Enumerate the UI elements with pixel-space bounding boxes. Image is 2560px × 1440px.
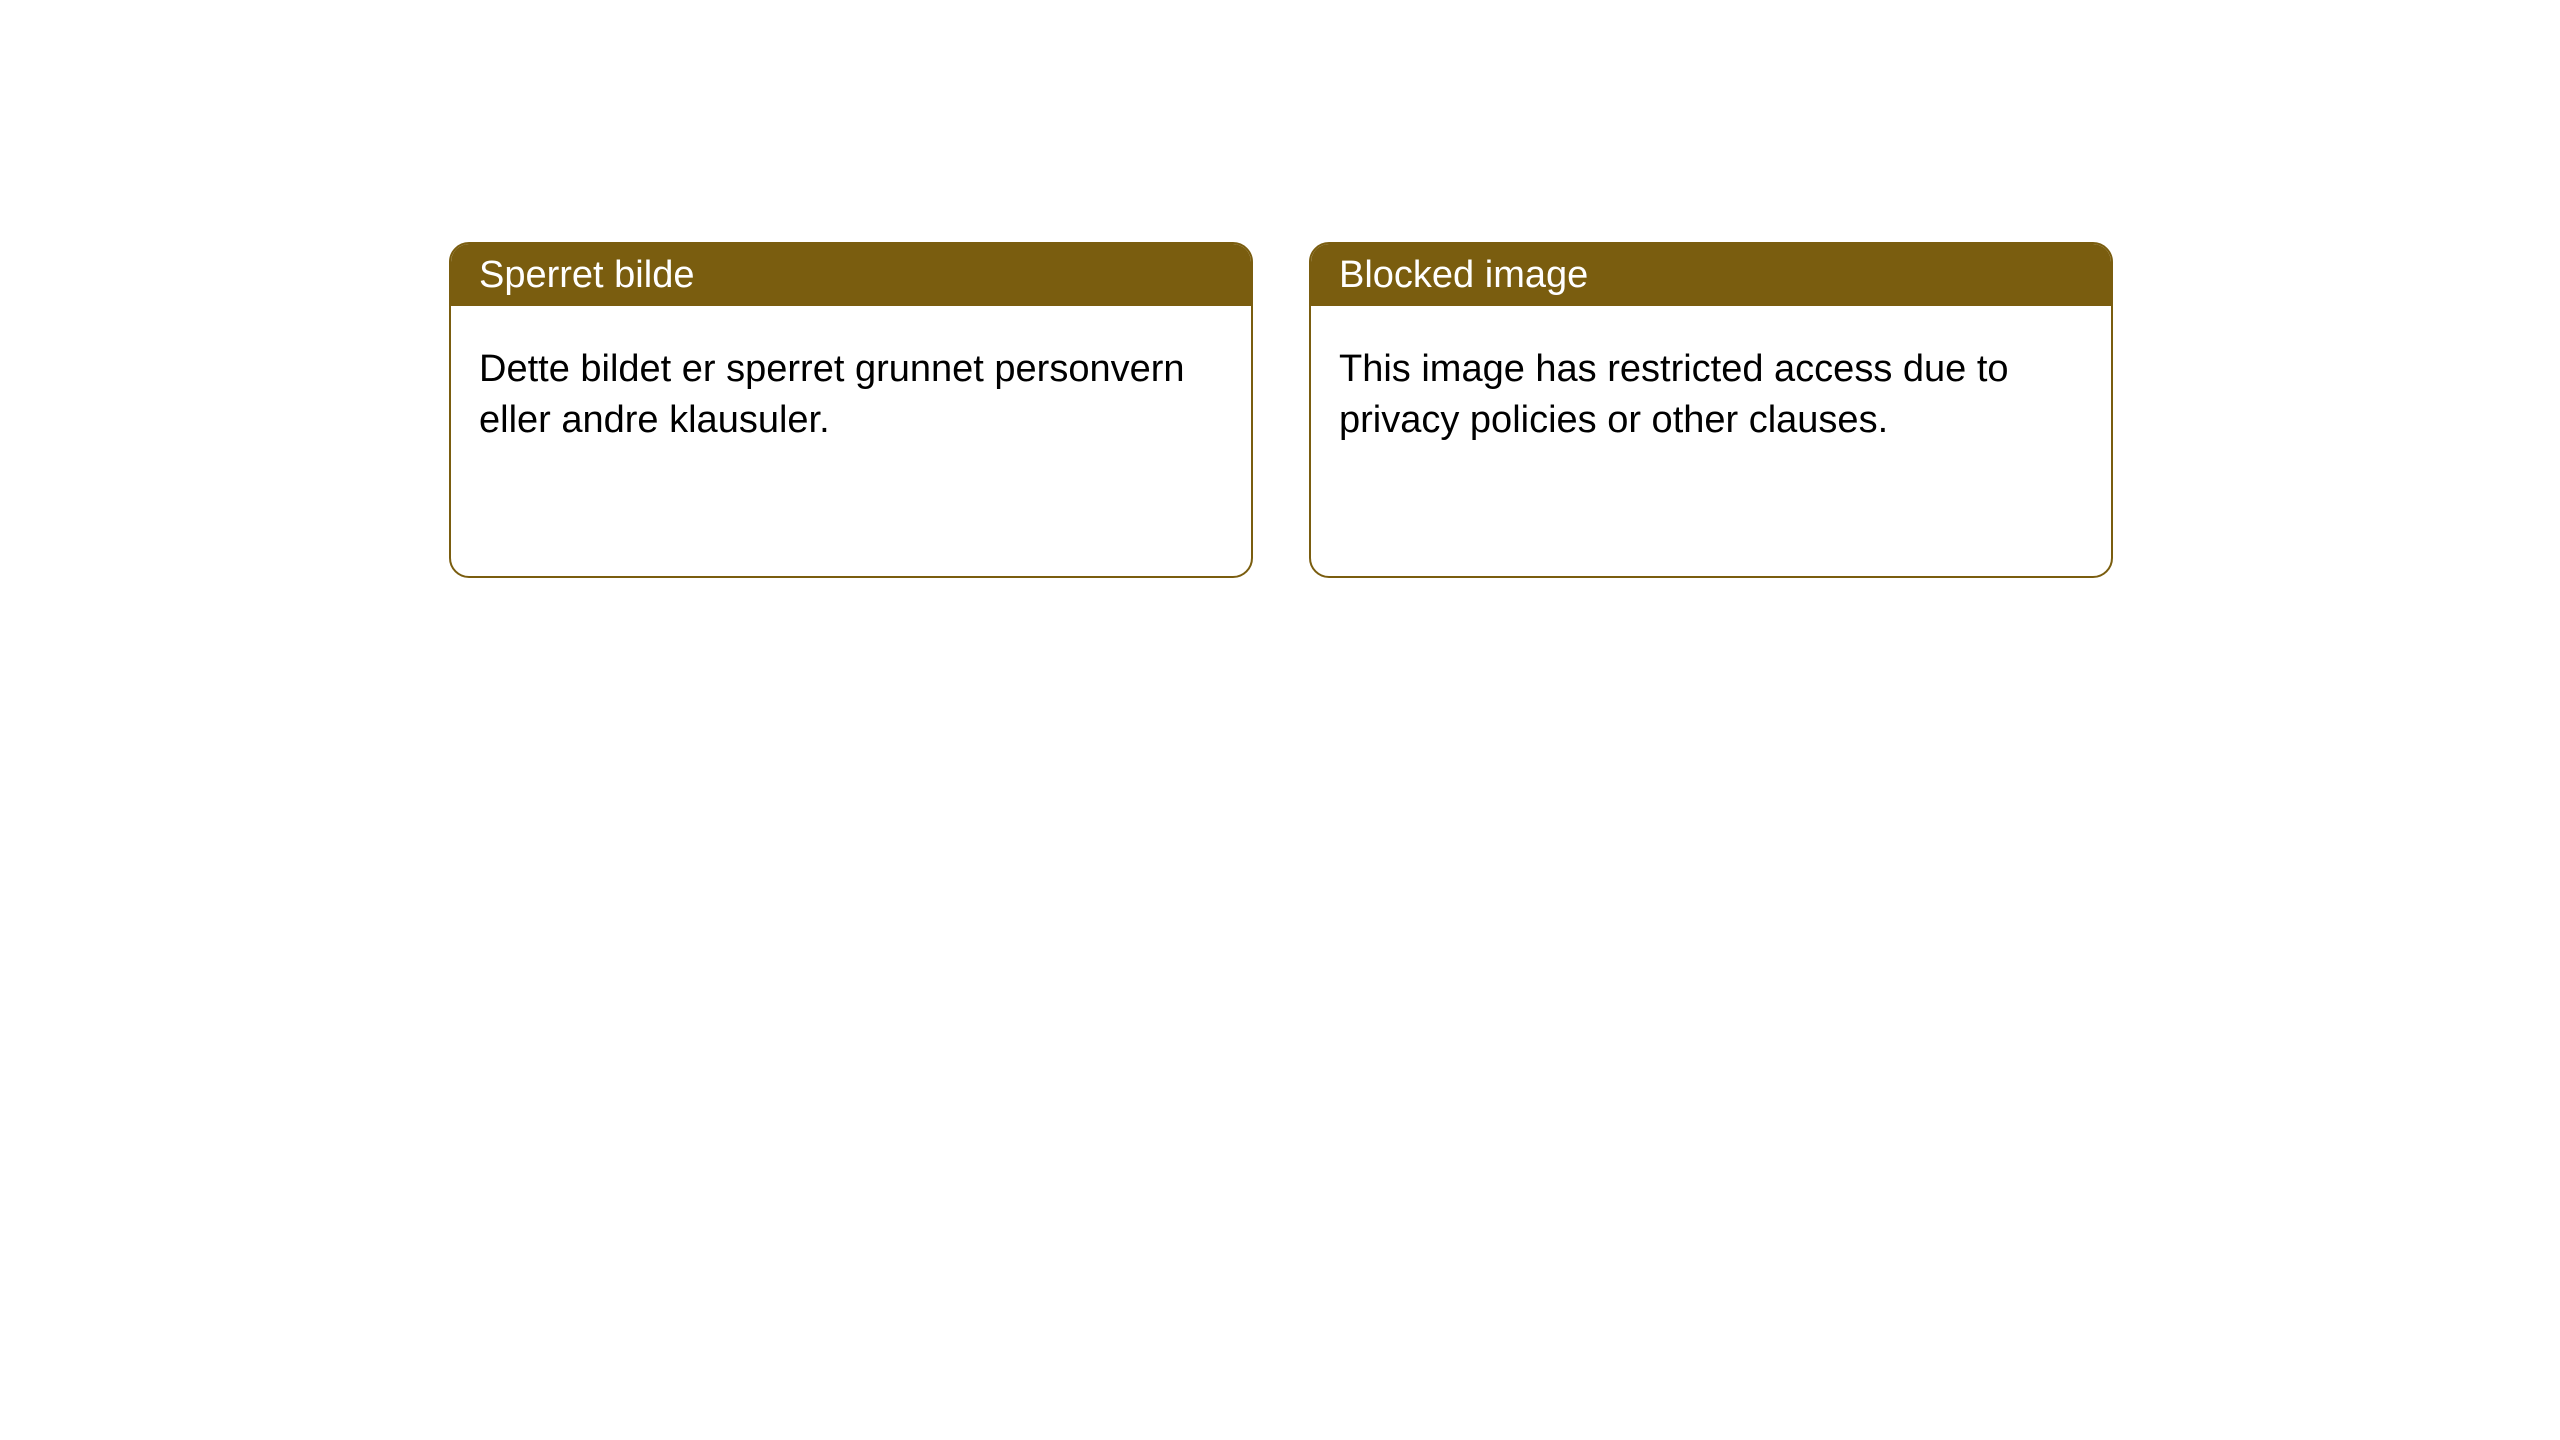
notice-cards-container: Sperret bilde Dette bildet er sperret gr… [0, 0, 2560, 578]
notice-card-body-text: Dette bildet er sperret grunnet personve… [479, 348, 1185, 441]
notice-card-title: Sperret bilde [479, 254, 694, 297]
notice-card-body-text: This image has restricted access due to … [1339, 348, 2009, 441]
notice-card-title: Blocked image [1339, 254, 1588, 297]
notice-card-norwegian: Sperret bilde Dette bildet er sperret gr… [449, 242, 1253, 578]
notice-card-body: Dette bildet er sperret grunnet personve… [451, 306, 1251, 485]
notice-card-header: Blocked image [1311, 244, 2111, 306]
notice-card-body: This image has restricted access due to … [1311, 306, 2111, 485]
notice-card-english: Blocked image This image has restricted … [1309, 242, 2113, 578]
notice-card-header: Sperret bilde [451, 244, 1251, 306]
